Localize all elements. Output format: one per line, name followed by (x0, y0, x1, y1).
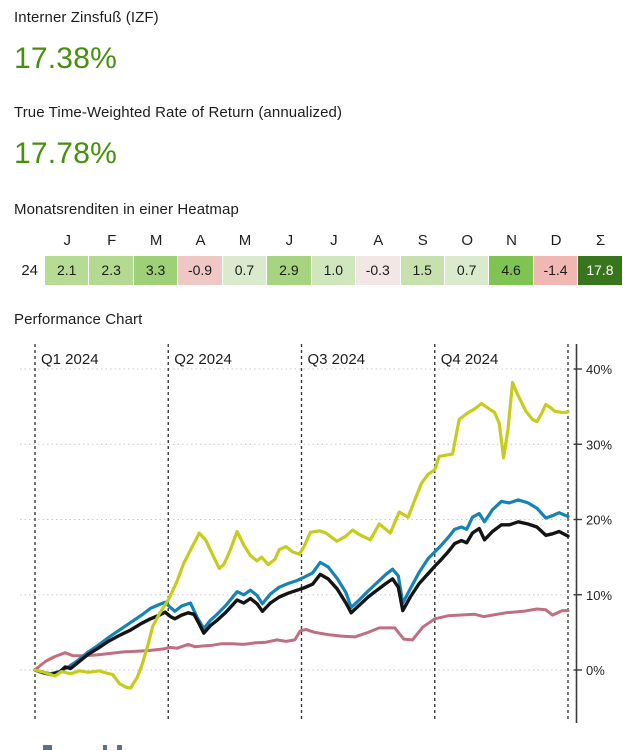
quarter-label: Q4 2024 (441, 351, 499, 368)
heatmap-row-label: 24 (21, 262, 38, 279)
heatmap-column-header: J (285, 232, 294, 249)
heatmap-cell[interactable]: -1.4 (533, 256, 579, 285)
heatmap-title: Monatsrenditen in einer Heatmap (14, 201, 239, 218)
heatmap-cell[interactable]: 1.5 (400, 256, 445, 285)
heatmap-column-header: O (461, 232, 473, 249)
heatmap-cell[interactable]: 1.0 (311, 256, 357, 285)
heatmap-cell[interactable]: 0.7 (444, 256, 490, 285)
heatmap-cell[interactable]: 2.3 (89, 256, 134, 285)
heatmap-column-header: M (149, 232, 163, 249)
heatmap-cell[interactable]: -0.3 (356, 256, 401, 285)
heatmap-column-header: N (506, 232, 518, 249)
yellow-line (33, 380, 570, 690)
axis-tick-label: 20% (586, 513, 612, 528)
quarter-label: Q3 2024 (308, 351, 366, 368)
heatmap-column-header: J (330, 232, 338, 249)
black-line (33, 520, 570, 677)
axis-tick-label: 40% (586, 362, 612, 377)
heatmap-cell[interactable]: 2.9 (267, 256, 312, 285)
axis-tick-label: 30% (586, 437, 612, 452)
heatmap-value-row: 2.1 2.3 3.3 -0.9 0.7 2.9 1.0 -0.3 1.5 0.7 4.6 -1.4 1… (45, 256, 623, 285)
performance-line-chart[interactable]: Q1 2024 Q2 2024 Q3 2024 Q4 2024 0% 10% 20% 30% 4… (0, 330, 623, 750)
performance-chart-title: Performance Chart (14, 311, 143, 328)
ttwror-label: True Time-Weighted Rate of Return (annua… (14, 104, 343, 121)
quarter-label: Q1 2024 (41, 351, 99, 368)
heatmap-column-header: A (373, 232, 384, 249)
heatmap-cell[interactable]: 3.3 (133, 256, 179, 285)
clipped-text-fragment (117, 745, 122, 750)
pink-line (33, 607, 570, 672)
heatmap-column-header: Σ (595, 232, 606, 249)
heatmap-cell[interactable]: 17.8 (578, 256, 623, 285)
heatmap-column-header: J (63, 232, 71, 249)
izf-label: Interner Zinsfuß (IZF) (14, 9, 159, 26)
heatmap-cell[interactable]: 2.1 (45, 256, 90, 285)
izf-value: 17.38% (14, 42, 117, 75)
heatmap-column-header: F (107, 232, 117, 249)
heatmap-column-header: D (550, 232, 562, 249)
heatmap-cell[interactable]: -0.9 (178, 256, 223, 285)
quarter-label: Q2 2024 (174, 351, 232, 368)
axis-tick-label: 0% (586, 663, 605, 678)
heatmap-column-header: A (195, 232, 206, 249)
ttwror-value: 17.78% (14, 137, 117, 170)
heatmap-column-header: S (417, 232, 428, 249)
heatmap-cell[interactable]: 4.6 (489, 256, 534, 285)
clipped-text-fragment (103, 745, 107, 750)
heatmap-cell[interactable]: 0.7 (222, 256, 268, 285)
axis-tick-label: 10% (586, 588, 612, 603)
heatmap-column-header: M (238, 232, 252, 249)
blue-line (33, 498, 570, 676)
clipped-text-fragment (43, 745, 52, 750)
